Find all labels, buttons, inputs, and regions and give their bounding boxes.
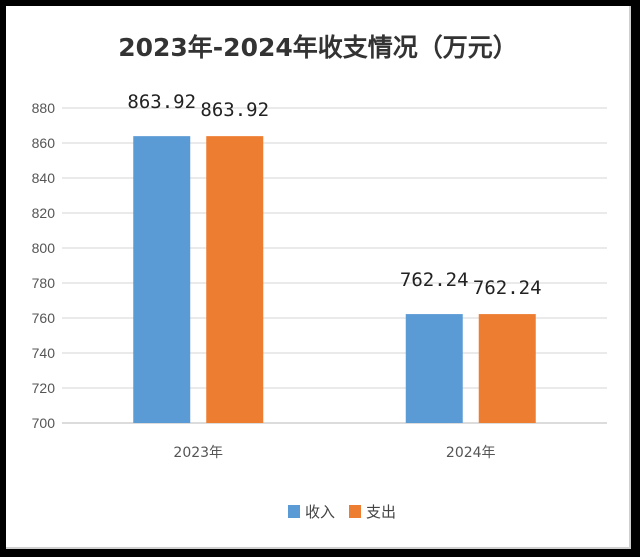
y-tick-label: 700 [32,415,56,431]
data-label: 863.92 [200,99,269,121]
y-tick-label: 820 [32,205,56,221]
data-label: 863.92 [127,91,196,113]
data-label: 762.24 [473,277,542,299]
bar-支出-2024年 [478,314,536,423]
y-tick-label: 760 [32,310,56,326]
x-tick-label: 2023年 [173,445,223,461]
chart-title: 2023年-2024年收支情况（万元） [118,33,518,62]
x-tick-label: 2024年 [446,445,496,461]
legend-label: 支出 [366,503,396,521]
y-tick-label: 800 [32,240,56,256]
y-tick-label: 840 [32,170,56,186]
y-tick-label: 740 [32,345,56,361]
bar-收入-2023年 [133,136,191,423]
data-label: 762.24 [400,269,469,291]
legend-swatch [288,505,300,518]
bar-支出-2023年 [206,136,264,423]
y-tick-label: 720 [32,380,56,396]
bar-收入-2024年 [405,314,463,423]
y-tick-label: 780 [32,275,56,291]
y-tick-label: 880 [32,100,56,116]
legend-swatch [349,505,361,518]
chart-frame [6,6,631,549]
y-tick-label: 860 [32,135,56,151]
legend-label: 收入 [305,503,335,521]
